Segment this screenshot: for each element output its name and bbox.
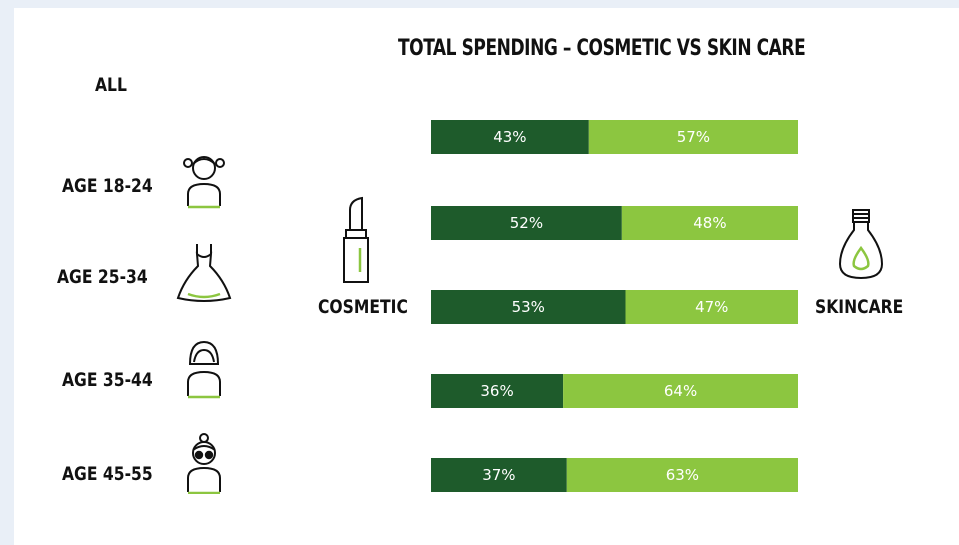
data-label-cosmetic-all: 43% [493,128,526,146]
bar-skincare-age-35-44 [563,374,798,408]
data-label-skincare-all: 57% [677,128,710,146]
data-label-skincare-age-45-55: 63% [666,466,699,484]
row-label-all: ALL [95,74,127,96]
data-label-cosmetic-age-18-24: 52% [510,214,543,232]
bar-cosmetic-age-35-44 [431,374,564,408]
dress-icon [176,244,232,302]
data-label-skincare-age-35-44: 64% [664,382,697,400]
row-label-age-25-34: AGE 25-34 [57,266,148,288]
bar-cosmetic-age-18-24 [431,206,622,240]
row-label-age-35-44: AGE 35-44 [62,369,153,391]
bar-skincare-all [588,120,798,154]
data-label-cosmetic-age-25-34: 53% [512,298,545,316]
bar-skincare-age-25-34 [625,290,798,324]
woman-icon [187,340,221,399]
data-label-skincare-age-18-24: 48% [693,214,726,232]
bar-skincare-age-45-55 [566,458,798,492]
chart-card [14,8,959,545]
lipstick-icon [343,196,369,283]
data-label-skincare-age-25-34: 47% [695,298,728,316]
bar-cosmetic-age-45-55 [431,458,567,492]
row-label-age-45-55: AGE 45-55 [62,463,153,485]
bar-skincare-age-18-24 [621,206,798,240]
data-label-cosmetic-age-45-55: 37% [482,466,515,484]
girl-pigtails-icon [183,156,225,209]
row-label-age-18-24: AGE 18-24 [62,175,153,197]
skincare-label: SKINCARE [815,296,904,318]
data-label-cosmetic-age-35-44: 36% [480,382,513,400]
old-woman-glasses-icon [187,433,221,494]
cosmetic-label: COSMETIC [318,296,408,318]
chart-title: TOTAL SPENDING – COSMETIC VS SKIN CARE [398,36,806,61]
skincare-bottle-icon [838,209,884,280]
bar-cosmetic-age-25-34 [431,290,626,324]
bar-cosmetic-all [431,120,589,154]
